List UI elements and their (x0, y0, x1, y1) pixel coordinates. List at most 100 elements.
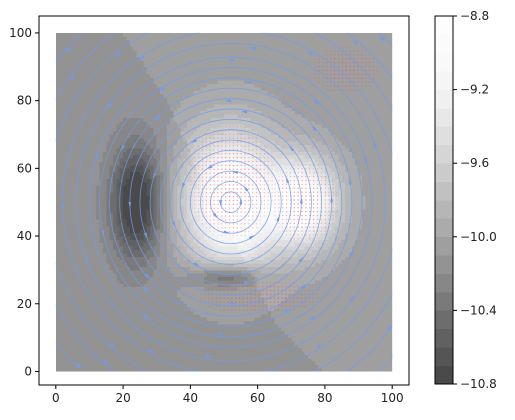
contour-cell (348, 334, 353, 339)
contour-cell (123, 225, 127, 230)
contour-cell (190, 202, 195, 206)
contour-cell (153, 205, 158, 210)
contour-cell (197, 280, 201, 284)
contour-cell (261, 327, 265, 332)
contour-cell (227, 212, 232, 217)
contour-cell (338, 286, 343, 291)
contour-cell (150, 266, 154, 271)
contour-cell (116, 242, 121, 247)
contour-cell (304, 259, 309, 264)
contour-cell (150, 324, 154, 328)
contour-cell (193, 300, 198, 305)
contour-cell (294, 236, 299, 240)
contour-cell (200, 344, 205, 349)
contour-cell (385, 256, 390, 261)
contour-cell (143, 242, 148, 247)
contour-cell (59, 303, 63, 308)
contour-cell (375, 364, 380, 369)
contour-cell (166, 222, 171, 227)
contour-cell (230, 256, 235, 261)
contour-cell (324, 361, 329, 366)
contour-cell (372, 327, 376, 332)
contour-cell (314, 324, 319, 328)
contour-cell (102, 340, 107, 345)
contour-cell (311, 246, 316, 250)
contour-cell (160, 296, 164, 301)
contour-cell (55, 340, 60, 345)
contour-cell (220, 256, 225, 261)
contour-cell (153, 303, 158, 308)
contour-cell (92, 293, 97, 298)
contour-cell (298, 364, 302, 369)
contour-cell (314, 337, 319, 342)
contour-cell (116, 324, 121, 328)
contour-cell (183, 266, 188, 271)
contour-cell (217, 344, 222, 349)
contour-cell (230, 330, 235, 335)
contour-cell (324, 347, 329, 352)
contour-cell (99, 317, 104, 322)
contour-cell (136, 205, 141, 210)
contour-cell (365, 246, 370, 250)
contour-cell (361, 222, 366, 227)
contour-cell (304, 320, 309, 325)
contour-cell (99, 269, 104, 274)
contour-cell (76, 344, 80, 349)
contour-cell (301, 225, 306, 230)
contour-cell (348, 368, 353, 372)
contour-cell (291, 219, 296, 223)
contour-cell (79, 266, 84, 271)
contour-cell (170, 317, 174, 322)
contour-cell (69, 208, 74, 213)
contour-cell (96, 293, 100, 298)
contour-cell (89, 364, 94, 369)
contour-cell (301, 273, 306, 278)
contour-cell (284, 202, 289, 206)
contour-cell (311, 307, 316, 311)
contour-cell (382, 259, 386, 264)
contour-cell (314, 283, 319, 288)
contour-cell (351, 202, 356, 206)
contour-cell (388, 242, 393, 247)
contour-cell (150, 273, 154, 278)
contour-cell (382, 290, 386, 294)
contour-cell (324, 340, 329, 345)
contour-cell (129, 290, 134, 294)
contour-cell (254, 269, 259, 274)
contour-cell (341, 202, 346, 206)
contour-cell (237, 337, 242, 342)
contour-cell (281, 219, 285, 223)
contour-cell (291, 290, 296, 294)
contour-cell (257, 324, 262, 328)
contour-cell (345, 300, 349, 305)
contour-cell (106, 229, 111, 234)
contour-cell (92, 286, 97, 291)
contour-cell (176, 300, 181, 305)
contour-cell (136, 246, 141, 250)
contour-cell (237, 236, 242, 240)
contour-cell (126, 212, 131, 217)
contour-cell (335, 351, 339, 355)
contour-cell (311, 222, 316, 227)
contour-cell (358, 246, 363, 250)
contour-cell (321, 283, 326, 288)
contour-cell (180, 347, 185, 352)
contour-cell (264, 205, 269, 210)
contour-cell (86, 310, 90, 315)
contour-cell (244, 286, 248, 291)
contour-cell (345, 239, 349, 244)
contour-cell (365, 202, 370, 206)
contour-cell (298, 354, 302, 359)
contour-cell (385, 357, 390, 362)
contour-cell (240, 283, 245, 288)
contour-cell (102, 212, 107, 217)
contour-cell (176, 337, 181, 342)
contour-cell (331, 310, 336, 315)
contour-cell (116, 205, 121, 210)
contour-cell (368, 340, 373, 345)
contour-cell (126, 354, 131, 359)
contour-cell (72, 293, 77, 298)
contour-cell (247, 205, 252, 210)
contour-cell (136, 317, 141, 322)
contour-cell (227, 368, 232, 372)
